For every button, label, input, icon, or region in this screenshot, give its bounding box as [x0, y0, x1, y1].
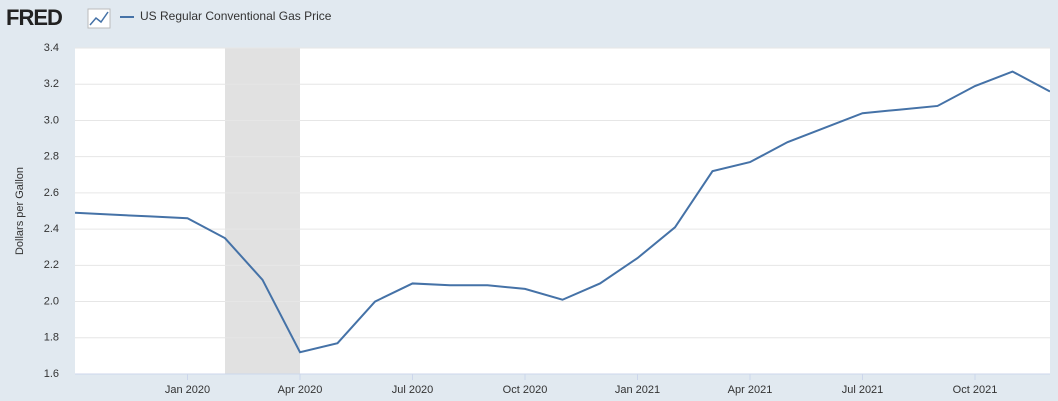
x-tick-label: Apr 2020 [278, 384, 323, 396]
legend-label: US Regular Conventional Gas Price [140, 9, 332, 23]
x-tick-label: Jul 2021 [842, 384, 884, 396]
x-tick-label: Jan 2020 [165, 384, 210, 396]
y-tick-label: 3.0 [44, 114, 59, 126]
x-tick-label: Apr 2021 [728, 384, 773, 396]
y-tick-label: 2.6 [44, 187, 59, 199]
y-tick-label: 2.2 [44, 259, 59, 271]
data-line [75, 70, 1050, 354]
y-tick-label: 3.2 [44, 78, 59, 90]
y-tick-label: 2.0 [44, 295, 59, 307]
y-axis-label: Dollars per Gallon [14, 167, 26, 255]
y-tick-label: 3.4 [44, 42, 59, 54]
x-tick-label: Jan 2021 [615, 384, 660, 396]
logo: FRED [6, 5, 62, 30]
y-tick-label: 1.8 [44, 332, 59, 344]
x-tick-label: Oct 2020 [503, 384, 548, 396]
x-tick-label: Jul 2020 [392, 384, 434, 396]
recession-shade [225, 48, 300, 374]
y-tick-label: 1.6 [44, 368, 59, 380]
plot-area [75, 48, 1050, 374]
x-tick-label: Oct 2021 [953, 384, 998, 396]
y-tick-label: 2.4 [44, 223, 59, 235]
y-tick-label: 2.8 [44, 151, 59, 163]
logo-icon [87, 8, 111, 29]
